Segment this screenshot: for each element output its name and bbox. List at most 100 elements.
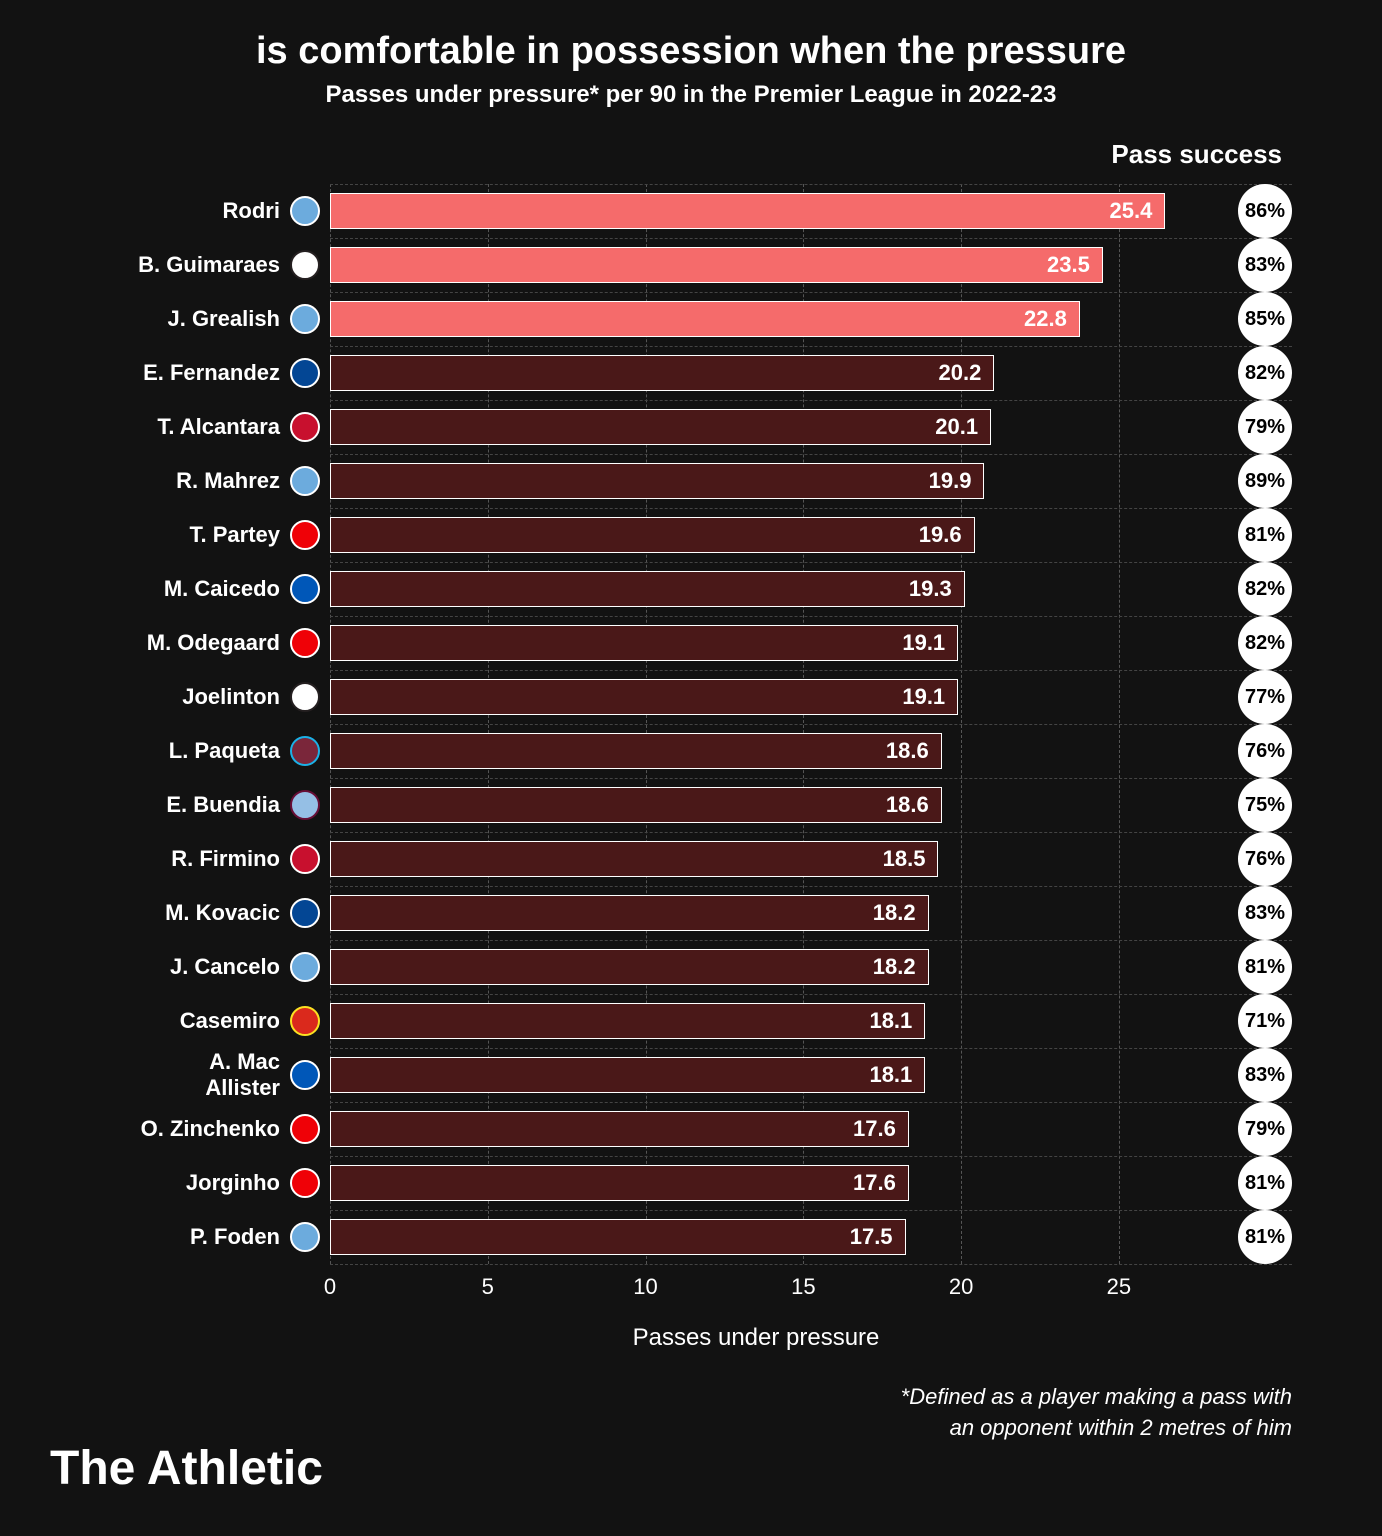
- player-name: J. Cancelo: [130, 954, 290, 980]
- x-tick: 25: [1107, 1274, 1131, 1300]
- pass-success-badge: 83%: [1238, 238, 1292, 292]
- player-row: O. Zinchenko 17.6 79%: [130, 1102, 1292, 1156]
- bar: 19.3: [330, 571, 965, 607]
- bar: 25.4: [330, 193, 1165, 229]
- bar: 18.2: [330, 949, 929, 985]
- bar-track: 19.6: [330, 517, 1218, 553]
- bar: 18.1: [330, 1057, 925, 1093]
- bar-track: 18.6: [330, 787, 1218, 823]
- bar-track: 22.8: [330, 301, 1218, 337]
- bar-track: 18.1: [330, 1057, 1218, 1093]
- player-name: A. Mac Allister: [130, 1049, 290, 1101]
- player-name: R. Mahrez: [130, 468, 290, 494]
- bar: 19.1: [330, 679, 958, 715]
- player-name: O. Zinchenko: [130, 1116, 290, 1142]
- player-row: L. Paqueta18.676%: [130, 724, 1292, 778]
- player-row: E. Fernandez20.282%: [130, 346, 1292, 400]
- bar-track: 18.2: [330, 949, 1218, 985]
- bar: 18.1: [330, 1003, 925, 1039]
- bar: 20.2: [330, 355, 994, 391]
- player-row: M. Kovacic18.283%: [130, 886, 1292, 940]
- player-name: Joelinton: [130, 684, 290, 710]
- player-row: M. Odegaard19.182%: [130, 616, 1292, 670]
- pass-success-badge: 77%: [1238, 670, 1292, 724]
- player-row: T. Partey19.681%: [130, 508, 1292, 562]
- player-name: Rodri: [130, 198, 290, 224]
- player-row: Rodri 25.4 86%: [130, 184, 1292, 238]
- player-name: B. Guimaraes: [130, 252, 290, 278]
- club-badge-icon: [290, 898, 320, 928]
- brand-logo: The Athletic: [50, 1441, 323, 1496]
- player-name: Jorginho: [130, 1170, 290, 1196]
- player-row: J. Grealish 22.8 85%: [130, 292, 1292, 346]
- player-row: A. Mac Allister18.183%: [130, 1048, 1292, 1102]
- club-badge-icon: [290, 412, 320, 442]
- pass-success-badge: 81%: [1238, 1156, 1292, 1210]
- club-badge-icon: [290, 1006, 320, 1036]
- bar: 17.6: [330, 1165, 909, 1201]
- bar-track: 17.6: [330, 1165, 1218, 1201]
- club-badge-icon: [290, 1060, 320, 1090]
- club-badge-icon: [290, 358, 320, 388]
- player-row: R. Mahrez 19.9 89%: [130, 454, 1292, 508]
- player-name: J. Grealish: [130, 306, 290, 332]
- club-badge-icon: [290, 574, 320, 604]
- x-axis-label: Passes under pressure: [330, 1324, 1182, 1352]
- pass-success-badge: 75%: [1238, 778, 1292, 832]
- x-tick: 0: [324, 1274, 336, 1300]
- bar-track: 17.5: [330, 1219, 1218, 1255]
- club-badge-icon: [290, 682, 320, 712]
- player-row: T. Alcantara20.179%: [130, 400, 1292, 454]
- bar: 18.6: [330, 787, 942, 823]
- player-name: E. Buendia: [130, 792, 290, 818]
- pass-success-badge: 81%: [1238, 508, 1292, 562]
- pass-success-badge: 86%: [1238, 184, 1292, 238]
- player-name: M. Odegaard: [130, 630, 290, 656]
- club-badge-icon: [290, 304, 320, 334]
- pass-success-badge: 81%: [1238, 940, 1292, 994]
- pass-success-badge: 83%: [1238, 886, 1292, 940]
- pass-success-badge: 79%: [1238, 1102, 1292, 1156]
- player-row: B. Guimaraes 23.5 83%: [130, 238, 1292, 292]
- player-name: M. Caicedo: [130, 576, 290, 602]
- bar-track: 19.3: [330, 571, 1218, 607]
- player-name: R. Firmino: [130, 846, 290, 872]
- bar-track: 19.1: [330, 679, 1218, 715]
- player-row: Jorginho 17.6 81%: [130, 1156, 1292, 1210]
- x-tick: 15: [791, 1274, 815, 1300]
- bar-track: 18.1: [330, 1003, 1218, 1039]
- bar-track: 19.1: [330, 625, 1218, 661]
- bar: 18.6: [330, 733, 942, 769]
- bar: 19.1: [330, 625, 958, 661]
- bar-track: 19.9: [330, 463, 1218, 499]
- hgridline: [330, 1264, 1292, 1265]
- bar-track: 20.2: [330, 355, 1218, 391]
- club-badge-icon: [290, 1168, 320, 1198]
- club-badge-icon: [290, 628, 320, 658]
- chart-area: Rodri25.486%B. Guimaraes23.583%J. Greali…: [130, 184, 1292, 1264]
- bar: 17.6: [330, 1111, 909, 1147]
- x-tick: 5: [482, 1274, 494, 1300]
- pass-success-badge: 76%: [1238, 724, 1292, 778]
- club-badge-icon: [290, 952, 320, 982]
- footnote-line-2: an opponent within 2 metres of him: [50, 1413, 1292, 1444]
- player-name: T. Alcantara: [130, 414, 290, 440]
- club-badge-icon: [290, 196, 320, 226]
- player-row: R. Firmino18.576%: [130, 832, 1292, 886]
- bar-track: 23.5: [330, 247, 1218, 283]
- player-row: Casemiro18.171%: [130, 994, 1292, 1048]
- pass-success-badge: 82%: [1238, 346, 1292, 400]
- player-name: P. Foden: [130, 1224, 290, 1250]
- club-badge-icon: [290, 790, 320, 820]
- player-name: Casemiro: [130, 1008, 290, 1034]
- pass-success-badge: 79%: [1238, 400, 1292, 454]
- footnote: *Defined as a player making a pass with …: [50, 1382, 1292, 1444]
- club-badge-icon: [290, 250, 320, 280]
- bar-track: 18.5: [330, 841, 1218, 877]
- player-name: M. Kovacic: [130, 900, 290, 926]
- club-badge-icon: [290, 466, 320, 496]
- pass-success-badge: 85%: [1238, 292, 1292, 346]
- pass-success-badge: 89%: [1238, 454, 1292, 508]
- bar: 18.5: [330, 841, 938, 877]
- x-axis: 0510152025: [330, 1274, 1182, 1314]
